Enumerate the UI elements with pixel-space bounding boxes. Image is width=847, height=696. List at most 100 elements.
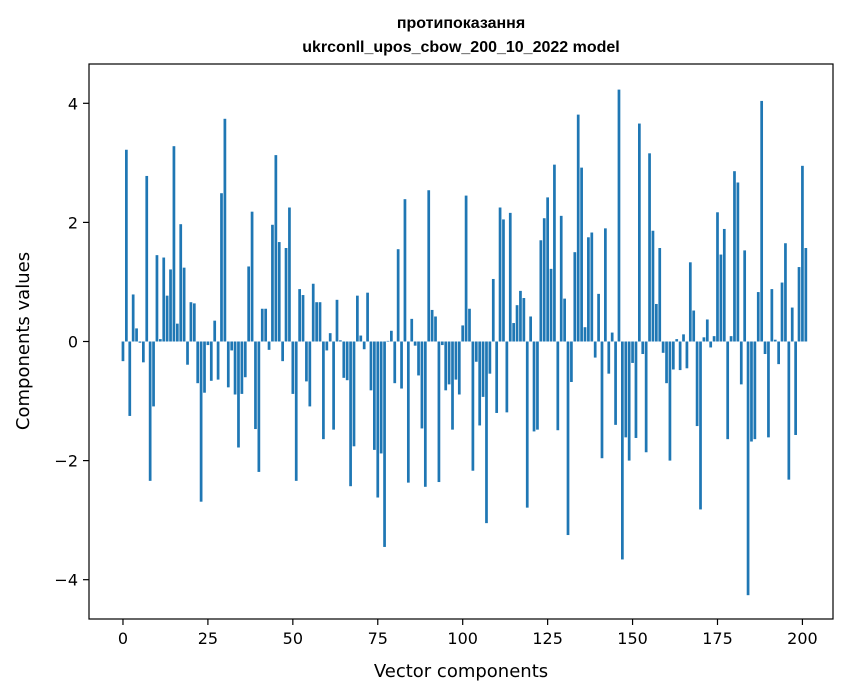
bar-91: [430, 309, 434, 342]
bar-100: [461, 325, 465, 342]
x-tick-label: 0: [118, 629, 128, 648]
bar-129: [559, 215, 563, 342]
bar-92: [434, 316, 437, 342]
bar-42: [264, 308, 268, 342]
bar-46: [277, 242, 281, 342]
bar-147: [621, 341, 624, 560]
bar-135: [580, 167, 583, 342]
bar-152: [638, 123, 641, 342]
bar-41: [260, 308, 264, 342]
bar-34: [237, 341, 240, 448]
bar-184: [746, 341, 750, 596]
bar-55: [308, 341, 312, 407]
bar-72: [366, 292, 369, 342]
bar-115: [512, 323, 516, 342]
bar-102: [468, 308, 471, 342]
bar-80: [393, 341, 397, 384]
x-tick-label: 100: [447, 629, 478, 648]
bar-82: [400, 341, 403, 389]
bar-170: [699, 341, 702, 510]
bar-32: [230, 341, 234, 351]
bar-99: [457, 341, 461, 395]
bar-10: [155, 255, 159, 342]
y-tick-label: −2: [54, 452, 78, 471]
bar-7: [145, 175, 149, 342]
bar-130: [563, 298, 566, 342]
bar-165: [682, 334, 685, 342]
bar-175: [716, 212, 719, 342]
bar-64: [339, 340, 342, 342]
bar-164: [678, 341, 682, 371]
bar-26: [209, 341, 213, 381]
bar-113: [505, 341, 509, 413]
bar-18: [182, 267, 186, 342]
bar-132: [570, 341, 573, 382]
bar-128: [556, 341, 560, 431]
bar-97: [451, 341, 454, 430]
bar-3: [131, 294, 135, 342]
bar-148: [624, 341, 628, 438]
bar-146: [617, 89, 621, 342]
bar-172: [705, 319, 709, 342]
bar-31: [226, 341, 230, 388]
y-tick-label: 2: [68, 213, 78, 232]
bar-76: [379, 341, 383, 454]
bar-52: [298, 289, 301, 342]
bar-28: [216, 341, 220, 380]
bar-185: [750, 341, 753, 442]
bar-54: [305, 341, 308, 382]
bar-17: [179, 224, 183, 342]
bar-192: [773, 339, 777, 342]
bar-139: [593, 341, 597, 358]
bar-67: [349, 341, 352, 487]
bar-174: [712, 336, 716, 342]
bar-21: [192, 303, 196, 342]
bar-48: [284, 248, 288, 342]
bar-159: [661, 341, 665, 353]
bar-150: [631, 341, 634, 363]
bar-13: [165, 295, 169, 342]
bar-138: [590, 232, 594, 342]
bar-182: [739, 341, 743, 385]
bar-163: [675, 339, 679, 342]
bar-161: [668, 341, 672, 461]
bar-166: [685, 341, 689, 369]
bar-178: [726, 341, 730, 440]
x-tick-label: 200: [787, 629, 818, 648]
bar-85: [410, 318, 414, 342]
bar-117: [519, 290, 522, 342]
bar-158: [658, 248, 662, 342]
bar-39: [254, 341, 257, 430]
bar-104: [474, 341, 478, 362]
bar-78: [386, 340, 390, 342]
bar-43: [267, 341, 271, 350]
y-tick-label: 4: [68, 94, 78, 113]
bar-6: [142, 341, 145, 363]
bar-58: [318, 302, 322, 342]
bar-70: [359, 335, 363, 342]
bar-74: [373, 341, 376, 450]
bar-27: [213, 320, 217, 342]
bar-49: [288, 207, 291, 342]
bar-188: [760, 100, 764, 342]
bar-141: [600, 341, 604, 459]
bar-79: [390, 330, 393, 342]
bar-179: [729, 336, 733, 342]
bar-60: [325, 341, 329, 351]
bar-149: [627, 341, 631, 461]
bar-36: [243, 341, 247, 378]
bar-151: [634, 341, 638, 438]
bar-177: [722, 228, 726, 342]
bar-118: [522, 298, 526, 342]
bar-53: [301, 295, 305, 342]
bar-193: [777, 341, 780, 365]
bar-157: [654, 303, 658, 342]
bar-89: [423, 341, 427, 487]
bar-71: [362, 341, 366, 350]
bar-68: [352, 341, 356, 447]
bar-35: [240, 341, 244, 394]
x-tick-label: 175: [702, 629, 733, 648]
bar-197: [790, 307, 794, 342]
bar-199: [797, 267, 801, 342]
